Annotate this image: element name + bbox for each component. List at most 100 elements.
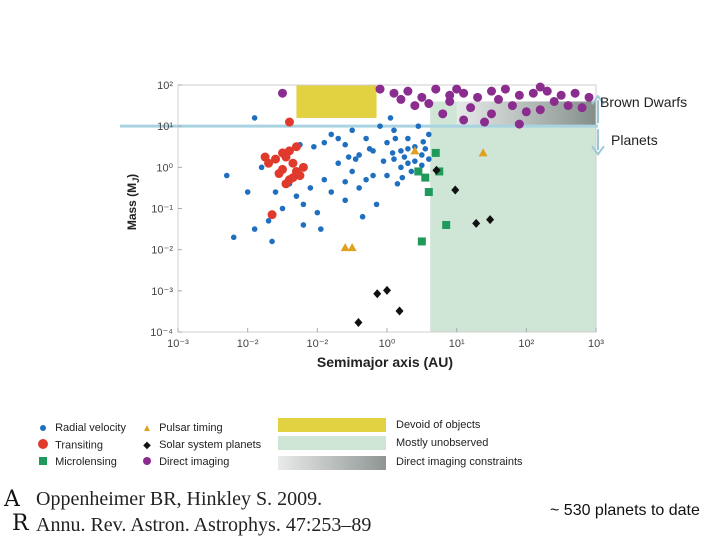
- point-radial-velocity: [363, 176, 369, 183]
- y-tick-label: 10⁻⁴: [150, 327, 173, 339]
- y-tick-label: 10⁻³: [151, 286, 173, 298]
- point-radial-velocity: [318, 226, 324, 232]
- point-solar-system-planets: [486, 215, 495, 225]
- point-solar-system-planets: [383, 285, 391, 295]
- point-radial-velocity: [408, 168, 415, 175]
- point-direct-imaging: [528, 88, 538, 98]
- point-direct-imaging: [514, 90, 524, 100]
- point-pulsar-timing: [347, 243, 357, 252]
- point-transiting: [278, 148, 287, 158]
- point-transiting: [267, 210, 277, 220]
- point-radial-velocity: [279, 205, 286, 212]
- point-radial-velocity: [391, 127, 397, 134]
- x-tick-label: 10⁻²: [306, 338, 328, 350]
- y-tick-label: 10¹: [157, 121, 173, 133]
- point-radial-velocity: [398, 148, 404, 154]
- point-transiting: [274, 169, 284, 179]
- point-microlensing: [414, 167, 423, 176]
- point-radial-velocity: [384, 139, 390, 146]
- y-axis-label-main: Mass (M: [125, 183, 139, 230]
- point-direct-imaging: [514, 119, 524, 129]
- brown-dwarfs-label: Brown Dwarfs: [600, 94, 688, 110]
- point-radial-velocity: [244, 189, 251, 195]
- point-direct-imaging: [577, 103, 587, 113]
- point-radial-velocity: [356, 152, 362, 158]
- point-radial-velocity: [373, 201, 380, 208]
- point-radial-velocity: [307, 185, 314, 191]
- point-radial-velocity: [293, 193, 300, 199]
- point-direct-imaging: [424, 99, 434, 109]
- y-axis-label-end: ): [125, 174, 139, 178]
- point-radial-velocity: [405, 146, 411, 152]
- point-radial-velocity: [387, 115, 394, 121]
- legend-direct-imaging: Direct imaging: [138, 456, 229, 468]
- point-direct-imaging: [445, 96, 455, 106]
- point-radial-velocity: [223, 172, 230, 179]
- point-radial-velocity: [398, 164, 404, 171]
- point-radial-velocity: [420, 139, 427, 145]
- point-direct-imaging: [507, 101, 517, 111]
- planets-arrowhead-icon: [591, 145, 605, 156]
- point-radial-velocity: [419, 162, 425, 169]
- point-direct-imaging: [487, 86, 496, 96]
- point-direct-imaging: [500, 84, 510, 94]
- point-radial-velocity: [251, 115, 258, 121]
- point-radial-velocity: [356, 185, 362, 191]
- point-radial-velocity: [314, 209, 321, 216]
- point-radial-velocity: [311, 143, 317, 150]
- point-direct-imaging: [563, 101, 573, 111]
- y-axis-label-sub: J: [131, 177, 141, 183]
- y-axis-label: Mass (MJ): [125, 174, 141, 230]
- legend-pulsar-timing: ▲ Pulsar timing: [138, 422, 223, 434]
- legend-dot-red-icon: [38, 439, 48, 449]
- point-solar-system-planets: [451, 185, 460, 195]
- x-tick-label: 10³: [588, 338, 604, 350]
- legend-direct-imaging-constraints: Direct imaging constraints: [396, 456, 523, 469]
- point-direct-imaging: [535, 105, 545, 115]
- point-transiting: [284, 117, 294, 127]
- legend-transiting: Transiting: [34, 439, 103, 452]
- x-tick-label: 10²: [518, 338, 534, 350]
- point-radial-velocity: [269, 238, 275, 245]
- x-tick-label: 10⁻³: [167, 338, 189, 350]
- point-radial-velocity: [370, 172, 376, 179]
- exoplanet-mass-vs-axis-chart: 10⁻³ 10⁻² 10⁻² 10⁰ 10¹ 10² 10³ 10² 10¹ 10⁰ 10⁻¹ 10⁻…: [120, 80, 605, 370]
- point-direct-imaging: [535, 82, 545, 92]
- point-radial-velocity: [389, 150, 396, 156]
- data-points: [223, 82, 594, 328]
- point-radial-velocity: [426, 156, 432, 162]
- point-radial-velocity: [342, 178, 349, 185]
- point-direct-imaging: [452, 84, 462, 94]
- region-devoid-of-objects: [296, 85, 377, 118]
- point-radial-velocity: [384, 172, 390, 179]
- point-radial-velocity: [321, 176, 328, 183]
- point-radial-velocity: [412, 158, 418, 164]
- point-microlensing: [421, 173, 430, 182]
- point-radial-velocity: [349, 127, 355, 134]
- point-transiting: [291, 142, 301, 152]
- point-solar-system-planets: [395, 306, 404, 316]
- point-direct-imaging: [473, 92, 483, 102]
- y-tick-label: 10²: [157, 80, 173, 92]
- point-radial-velocity: [399, 174, 406, 181]
- point-radial-velocity: [359, 213, 366, 220]
- planets-label: Planets: [611, 132, 658, 148]
- point-transiting: [284, 146, 294, 156]
- legend-devoid: Devoid of objects: [396, 419, 481, 432]
- point-microlensing: [417, 237, 426, 246]
- point-radial-velocity: [342, 197, 349, 204]
- point-radial-velocity: [366, 146, 373, 152]
- point-direct-imaging: [542, 86, 552, 96]
- point-radial-velocity: [405, 160, 411, 167]
- point-solar-system-planets: [432, 165, 441, 175]
- point-direct-imaging: [549, 96, 559, 106]
- y-tick-label: 10⁻¹: [151, 204, 173, 216]
- point-radial-velocity: [265, 218, 272, 224]
- legend-solar-system: ◆ Solar system planets: [138, 439, 261, 451]
- point-direct-imaging: [389, 88, 399, 98]
- point-transiting: [288, 173, 298, 183]
- point-radial-velocity: [300, 222, 307, 228]
- point-direct-imaging: [556, 90, 566, 100]
- point-radial-velocity: [405, 135, 411, 142]
- x-tick-label: 10⁰: [379, 338, 396, 350]
